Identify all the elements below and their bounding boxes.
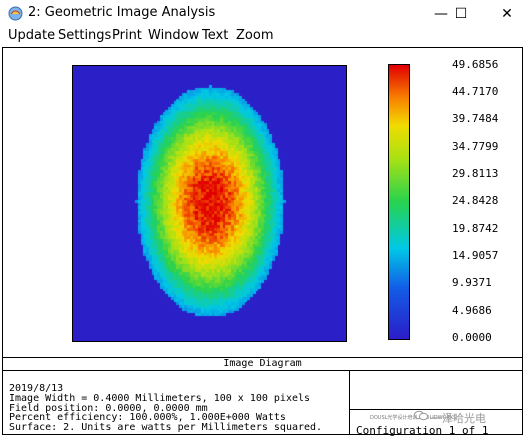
- watermark-brand: 一泽哈光电: [431, 412, 486, 425]
- window-title: 2: Geometric Image Analysis: [28, 5, 216, 20]
- scale-tick-label: 0.0000: [452, 331, 492, 344]
- menu-zoom[interactable]: Zoom: [236, 28, 274, 43]
- scale-tick-label: 14.9057: [452, 249, 499, 262]
- app-icon[interactable]: [8, 6, 23, 21]
- menu-window[interactable]: Window: [148, 28, 200, 43]
- chat-bubble-icon: [414, 410, 428, 421]
- minimize-button[interactable]: —: [424, 0, 458, 27]
- maximize-button[interactable]: ☐: [444, 0, 478, 27]
- scale-tick-label: 19.8742: [452, 222, 499, 235]
- info-efficiency: Percent efficiency: 100.000%, 1.000E+000…: [9, 412, 286, 423]
- maximize-icon: ☐: [454, 5, 468, 22]
- config-box: DOUSL光学设计培训 - SOLIDWORKS 一泽哈光电 Configura…: [350, 409, 523, 437]
- irradiance-heatmap: [72, 65, 347, 342]
- info-date: 2019/8/13: [9, 383, 64, 394]
- title-bar: 2: Geometric Image Analysis — ☐ ✕: [0, 0, 525, 27]
- scale-tick-label: 49.6856: [452, 58, 499, 71]
- color-scale-bar: [388, 64, 410, 340]
- diagram-caption: Image Diagram: [2, 357, 523, 371]
- info-panel: 2019/8/13 Image Width = 0.4000 Millimete…: [2, 371, 523, 437]
- scale-tick-label: 24.8428: [452, 194, 499, 207]
- menu-settings[interactable]: Settings: [58, 28, 112, 43]
- info-image-width: Image Width = 0.4000 Millimeters, 100 x …: [9, 393, 311, 404]
- configuration-label: Configuration 1 of 1: [356, 424, 489, 437]
- menu-print[interactable]: Print: [112, 28, 142, 43]
- menu-bar: Update Settings Print Window Text Zoom: [0, 27, 525, 47]
- info-divider: [349, 371, 350, 435]
- close-button[interactable]: ✕: [490, 0, 524, 27]
- close-icon: ✕: [501, 5, 513, 22]
- scale-tick-label: 39.7484: [452, 112, 499, 125]
- scale-tick-label: 44.7170: [452, 85, 499, 98]
- scale-tick-label: 34.7799: [452, 140, 499, 153]
- scale-tick-label: 4.9686: [452, 304, 492, 317]
- info-surface: Surface: 2. Units are watts per Millimet…: [9, 422, 323, 433]
- info-field-position: Field position: 0.0000, 0.0000 mm: [9, 403, 208, 414]
- minimize-icon: —: [434, 5, 448, 22]
- watermark-small-text: DOUSL光学设计培训 - SOLIDWORKS: [370, 415, 457, 421]
- menu-update[interactable]: Update: [8, 28, 56, 43]
- menu-text[interactable]: Text: [202, 28, 229, 43]
- scale-tick-label: 9.9371: [452, 276, 492, 289]
- scale-tick-label: 29.8113: [452, 167, 499, 180]
